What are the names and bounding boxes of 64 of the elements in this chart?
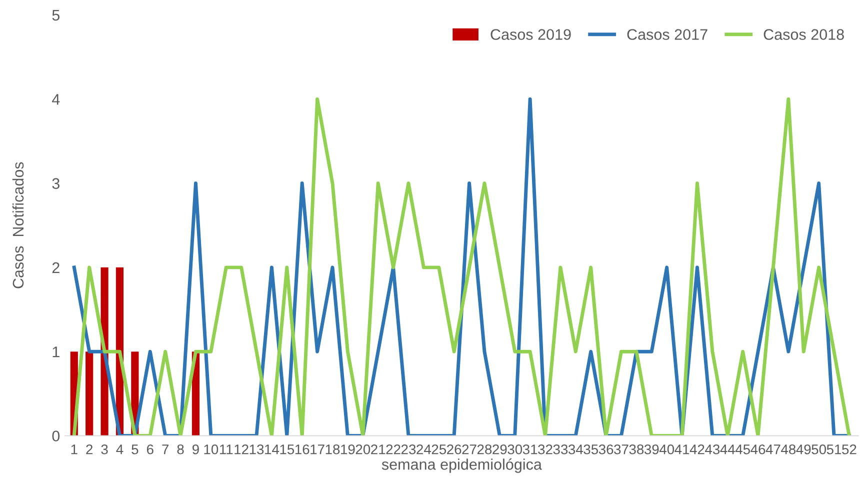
- x-tick-label: 30: [508, 444, 522, 454]
- x-tick-label: 22: [386, 444, 400, 454]
- x-tick-label: 44: [720, 444, 735, 454]
- y-tick-label: 5: [52, 10, 60, 21]
- x-tick-label: 28: [477, 444, 492, 454]
- x-tick-label: 25: [432, 444, 446, 454]
- x-tick-label: 46: [750, 444, 766, 454]
- x-tick-label: 51: [826, 444, 842, 454]
- x-tick-label: 18: [326, 444, 340, 454]
- legend-label: Casos 2019: [490, 29, 571, 40]
- x-tick-label: 34: [568, 444, 583, 454]
- x-tick-label: 8: [177, 444, 184, 454]
- x-tick-label: 4: [116, 444, 124, 454]
- x-tick-label: 38: [629, 444, 644, 454]
- y-tick-label: 3: [52, 178, 60, 189]
- x-tick-label: 14: [265, 444, 280, 454]
- y-tick-label: 2: [52, 262, 60, 273]
- x-tick-label: 47: [766, 444, 780, 454]
- x-tick-label: 21: [371, 444, 386, 454]
- y-tick-label: 1: [52, 346, 60, 358]
- x-tick-label: 33: [553, 444, 568, 454]
- x-tick-label: 29: [492, 444, 507, 454]
- x-tick-label: 52: [842, 444, 856, 454]
- x-tick-label: 41: [674, 444, 690, 454]
- x-tick-label: 36: [598, 444, 614, 454]
- x-tick-label: 24: [416, 444, 431, 454]
- x-tick-label: 48: [781, 444, 796, 454]
- x-tick-label: 20: [356, 444, 370, 454]
- x-tick-label: 26: [447, 444, 462, 454]
- x-tick-label: 31: [522, 444, 538, 454]
- x-tick-label: 3: [101, 444, 108, 454]
- x-tick-label: 49: [796, 444, 811, 454]
- x-tick-label: 17: [310, 444, 324, 454]
- y-tick-label: 4: [52, 94, 60, 105]
- x-tick-label: 12: [234, 444, 248, 454]
- legend-label: Casos 2017: [627, 29, 708, 40]
- x-tick-label: 16: [295, 444, 310, 454]
- x-tick-label: 43: [705, 444, 720, 454]
- x-tick-label: 19: [341, 444, 355, 454]
- legend-label: Casos 2018: [764, 29, 844, 40]
- x-tick-label: 9: [192, 444, 199, 454]
- x-tick-label: 15: [280, 444, 294, 454]
- x-axis-title: semana epidemiológica: [382, 458, 542, 473]
- line-series: [72, 97, 851, 436]
- x-tick-label: 5: [132, 444, 138, 454]
- x-tick-label: 32: [538, 444, 552, 454]
- x-tick-label: 7: [162, 444, 168, 454]
- x-tick-label: 42: [690, 444, 704, 454]
- x-tick-label: 23: [401, 444, 416, 454]
- y-tick-label: 0: [52, 430, 60, 442]
- x-tick-label: 2: [86, 444, 93, 454]
- x-tick-label: 13: [250, 444, 264, 454]
- x-tick-label: 11: [220, 444, 233, 454]
- x-tick-label: 6: [146, 444, 154, 454]
- x-tick-label: 37: [614, 444, 628, 454]
- x-tick-label: 27: [462, 444, 476, 454]
- x-tick-label: 1: [71, 444, 78, 454]
- x-tick-label: 45: [735, 444, 750, 454]
- x-tick-label: 10: [204, 444, 218, 454]
- x-tick-label: 35: [584, 444, 598, 454]
- x-tick-label: 39: [644, 444, 659, 454]
- x-tick-label: 50: [812, 444, 826, 454]
- x-tick-label: 40: [659, 444, 674, 454]
- y-axis-title: Casos Notificados: [12, 162, 24, 288]
